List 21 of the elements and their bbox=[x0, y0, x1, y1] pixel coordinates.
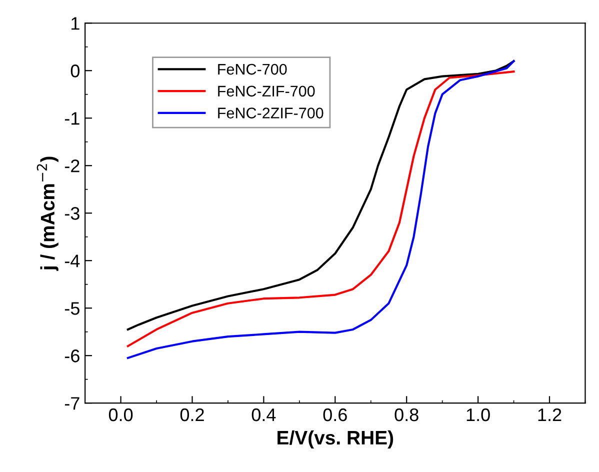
y-tick-label: 1 bbox=[72, 17, 80, 30]
x-tick-label: 0.0 bbox=[108, 408, 133, 422]
x-tick-label: 0.8 bbox=[394, 408, 418, 422]
y-tick-label: -1 bbox=[64, 112, 80, 125]
x-tick-label: 1.0 bbox=[466, 408, 490, 422]
legend-label: FeNC-2ZIF-700 bbox=[218, 108, 324, 118]
y-tick-label: -4 bbox=[64, 254, 80, 268]
x-axis-title: E/V(vs. RHE) bbox=[278, 430, 394, 448]
y-axis-title: j / (mAcm$^{−2}$) bbox=[36, 156, 58, 271]
x-tick-label: 0.2 bbox=[180, 408, 204, 422]
y-tick-label: -7 bbox=[64, 397, 80, 410]
y-tick-label: 0 bbox=[70, 64, 80, 78]
x-tick-label: 0.4 bbox=[252, 408, 276, 422]
x-tick-label: 0.6 bbox=[323, 408, 347, 422]
y-tick-label: -6 bbox=[64, 350, 80, 362]
legend-label: FeNC-700 bbox=[218, 64, 287, 75]
x-tick-label: 1.2 bbox=[538, 408, 562, 422]
y-tick-label: -3 bbox=[64, 207, 80, 220]
y-tick-label: -5 bbox=[64, 302, 80, 315]
y-tick-label: -2 bbox=[64, 160, 80, 172]
legend-label: FeNC-ZIF-700 bbox=[218, 86, 315, 97]
